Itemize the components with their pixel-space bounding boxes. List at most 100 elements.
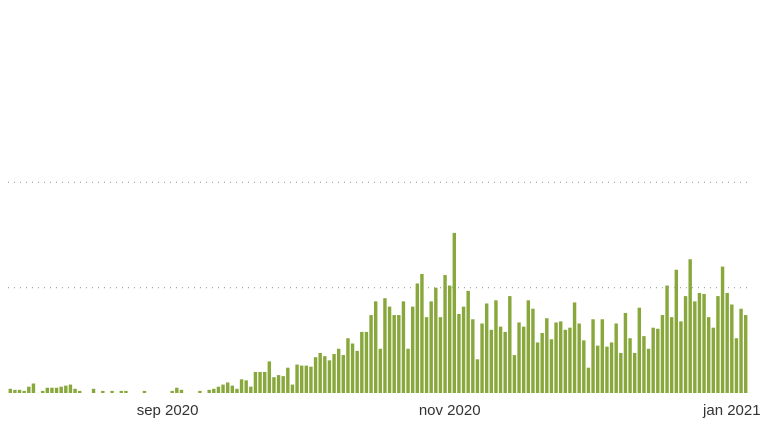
bar: [272, 377, 276, 393]
bar: [59, 386, 63, 393]
bar: [216, 386, 221, 393]
bar: [350, 343, 355, 393]
bar: [609, 342, 614, 393]
bar: [577, 323, 581, 393]
bar: [336, 348, 341, 393]
bar: [646, 348, 651, 393]
bar: [660, 315, 665, 393]
bar: [517, 322, 521, 393]
bar: [207, 389, 211, 393]
bar: [397, 315, 401, 393]
bar: [77, 390, 82, 393]
bar: [531, 308, 535, 393]
bar: [443, 275, 447, 393]
bar: [549, 339, 554, 393]
bar: [665, 285, 669, 393]
bar: [101, 390, 105, 393]
bar: [512, 355, 517, 393]
bar: [614, 323, 618, 393]
bar: [91, 388, 96, 393]
bar: [489, 329, 494, 393]
bar: [258, 371, 262, 393]
bar: [142, 390, 147, 393]
bar: [64, 385, 68, 393]
bar: [739, 308, 743, 393]
bar: [429, 301, 433, 393]
bar: [45, 387, 50, 393]
bar: [373, 301, 378, 393]
bar: [716, 296, 720, 393]
bar: [656, 328, 660, 393]
bar: [249, 386, 253, 393]
bar: [461, 306, 466, 393]
bar: [313, 357, 318, 393]
bar: [558, 321, 563, 393]
x-tick-label: jan 2021: [702, 402, 761, 419]
bar: [457, 314, 461, 393]
bar: [253, 371, 258, 393]
bar: [73, 388, 77, 393]
bar: [480, 323, 484, 393]
bar: [318, 352, 322, 393]
bar: [221, 384, 225, 393]
bar: [545, 318, 549, 393]
bar: [623, 312, 628, 393]
bar: [239, 379, 244, 393]
bar: [693, 301, 697, 393]
bar: [521, 326, 526, 393]
bar: [392, 315, 396, 393]
bar: [119, 390, 124, 393]
bar: [637, 307, 642, 393]
bar: [212, 388, 216, 393]
bar: [383, 298, 387, 393]
bar: [360, 331, 364, 393]
bar: [568, 327, 572, 393]
bar: [378, 348, 383, 393]
bar: [526, 300, 531, 393]
bar: [341, 355, 346, 393]
bar: [424, 317, 429, 393]
bar: [299, 365, 304, 393]
bar: [230, 385, 235, 393]
bar: [225, 382, 230, 393]
bar: [572, 302, 577, 393]
bar: [50, 387, 54, 393]
bar: [179, 389, 184, 393]
bar: [642, 336, 646, 393]
bar: [683, 296, 688, 393]
bar: [124, 390, 128, 393]
bar: [563, 329, 568, 393]
bar: [725, 292, 729, 393]
bar: [410, 306, 415, 393]
bar: [198, 390, 202, 393]
bar: [498, 326, 503, 393]
bar: [452, 232, 457, 393]
bar: [554, 322, 558, 393]
bar: [730, 304, 734, 393]
bar: [628, 338, 632, 393]
bar: [471, 319, 475, 393]
bar: [475, 359, 480, 393]
bar: [286, 367, 290, 393]
bar: [262, 371, 267, 393]
bar: [674, 269, 679, 393]
bar: [697, 292, 702, 393]
bar: [447, 285, 452, 393]
bar: [688, 259, 692, 393]
bar: [401, 301, 406, 393]
bar: [68, 384, 73, 393]
bar: [244, 380, 248, 393]
bar: [586, 367, 591, 393]
bar: [346, 338, 350, 393]
bar: [281, 376, 285, 393]
bar: [295, 364, 299, 393]
bar: [632, 352, 637, 393]
bar: [406, 348, 410, 393]
bar: [276, 375, 281, 393]
bar: [290, 384, 295, 393]
bar: [17, 389, 22, 393]
x-tick-label: sep 2020: [137, 402, 199, 419]
bar: [438, 317, 443, 393]
bar: [332, 354, 336, 393]
